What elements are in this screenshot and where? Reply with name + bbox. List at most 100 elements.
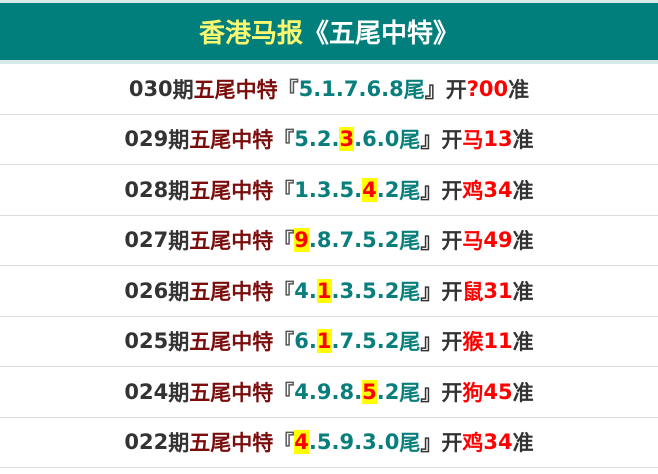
result-animal: 马 (462, 229, 484, 254)
close-bracket: 』 (420, 229, 442, 254)
tail-digit: 0 (384, 430, 400, 455)
tail-digit: 1 (294, 177, 309, 202)
prediction-list: 030 期五尾中特『5. 1. 7. 6. 8 尾』开? 00 准 029 期五尾中特『5. 2. 3… (0, 64, 658, 468)
close-bracket: 』 (420, 178, 442, 203)
open-bracket: 『 (273, 229, 295, 254)
digit-separator: . (376, 329, 385, 354)
category-label: 五尾中特 (189, 178, 274, 203)
close-bracket: 』 (420, 279, 442, 304)
open-bracket: 『 (273, 178, 295, 203)
digit-separator: . (308, 177, 317, 202)
tail-digit: 6 (362, 127, 377, 152)
tail-digit: 3 (362, 430, 377, 455)
tail-suffix: 尾 (399, 178, 421, 203)
digit-separator: . (308, 278, 317, 303)
tail-digit: 7 (339, 329, 355, 354)
accurate-label: 准 (512, 431, 534, 456)
digit-separator: . (354, 430, 363, 455)
open-bracket: 『 (277, 77, 299, 102)
digit-separator: . (354, 177, 363, 202)
open-label: 开 (441, 431, 463, 456)
result-animal: 鸡 (462, 178, 484, 203)
accurate-label: 准 (512, 178, 534, 203)
digit-separator: . (354, 379, 363, 404)
digit-separator: . (354, 278, 363, 303)
prediction-row: 025 期五尾中特『6. 1. 7. 5. 2 尾』开猴 11 准 (0, 317, 658, 367)
result-animal: 猴 (462, 330, 484, 355)
tail-digit: 3 (339, 278, 355, 303)
prediction-row: 029 期五尾中特『5. 2. 3. 6. 0 尾』开马 13 准 (0, 115, 658, 165)
result-number: 31 (483, 278, 513, 303)
section-title: 《五尾中特》 (303, 19, 460, 49)
tail-digit: 5 (294, 127, 309, 152)
digit-separator: . (308, 379, 317, 404)
result-animal: 鸡 (462, 431, 484, 456)
open-label: 开 (441, 380, 463, 405)
open-bracket: 『 (273, 380, 295, 405)
open-label: 开 (445, 77, 467, 102)
tail-digit: 5 (298, 76, 314, 101)
digit-separator: . (376, 127, 385, 152)
digit-separator: . (331, 379, 340, 404)
tail-digit: 2 (384, 228, 400, 253)
result-number: 49 (483, 228, 513, 253)
prediction-row: 024 期五尾中特『4. 9. 8. 5. 2 尾』开狗 45 准 (0, 367, 658, 418)
result-animal: 鼠 (462, 279, 484, 304)
category-label: 五尾中特 (189, 330, 274, 355)
hit-digit: 9 (294, 228, 309, 253)
period-number: 026 (124, 278, 169, 303)
tail-digit: 2 (384, 379, 400, 404)
open-bracket: 『 (273, 330, 295, 355)
period-suffix: 期 (168, 279, 190, 304)
period-suffix: 期 (172, 77, 194, 102)
period-suffix: 期 (168, 128, 190, 153)
open-bracket: 『 (273, 279, 295, 304)
page-header: 香港马报 《五尾中特》 (0, 0, 658, 60)
digit-separator: . (331, 430, 340, 455)
open-label: 开 (441, 330, 463, 355)
period-suffix: 期 (168, 330, 190, 355)
result-animal: 马 (462, 128, 484, 153)
open-label: 开 (441, 178, 463, 203)
accurate-label: 准 (512, 229, 534, 254)
tail-digit: 5 (339, 177, 355, 202)
tail-digit: 8 (339, 379, 355, 404)
digit-separator: . (308, 228, 317, 253)
tail-digit: 1 (321, 76, 336, 101)
digit-separator: . (308, 329, 317, 354)
close-bracket: 』 (420, 330, 442, 355)
prediction-row: 022 期五尾中特『4. 5. 9. 3. 0 尾』开鸡 34 准 (0, 418, 658, 468)
result-number: 00 (478, 76, 509, 101)
digit-separator: . (331, 127, 340, 152)
digit-separator: . (308, 430, 317, 455)
hit-digit: 3 (339, 127, 355, 152)
digit-separator: . (376, 228, 385, 253)
period-number: 028 (124, 177, 169, 202)
result-number: 45 (483, 379, 513, 404)
accurate-label: 准 (512, 380, 534, 405)
digit-separator: . (354, 228, 363, 253)
tail-digit: 4 (294, 379, 309, 404)
category-label: 五尾中特 (189, 431, 274, 456)
period-suffix: 期 (168, 380, 190, 405)
tail-digit: 7 (343, 76, 359, 101)
category-label: 五尾中特 (193, 77, 278, 102)
open-label: 开 (441, 229, 463, 254)
digit-separator: . (354, 127, 363, 152)
tail-digit: 3 (316, 177, 332, 202)
period-number: 030 (128, 76, 173, 101)
digit-separator: . (376, 177, 385, 202)
result-number: 13 (483, 127, 513, 152)
close-bracket: 』 (420, 431, 442, 456)
result-number: 34 (483, 430, 513, 455)
tail-digit: 7 (339, 228, 355, 253)
tail-digit: 2 (384, 329, 400, 354)
prediction-row: 028 期五尾中特『1. 3. 5. 4. 2 尾』开鸡 34 准 (0, 165, 658, 216)
tail-digit: 5 (362, 278, 377, 303)
tail-digit: 2 (316, 127, 332, 152)
hit-digit: 1 (316, 329, 332, 354)
close-bracket: 』 (424, 77, 446, 102)
digit-separator: . (381, 76, 390, 101)
accurate-label: 准 (508, 77, 530, 102)
digit-separator: . (376, 379, 385, 404)
